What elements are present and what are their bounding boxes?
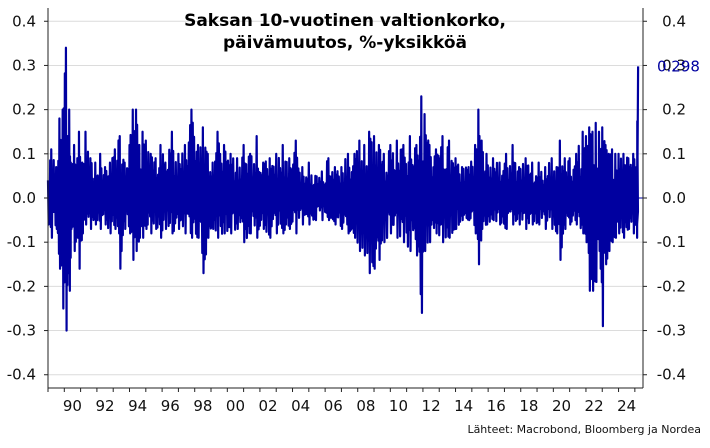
y-tick-label-right: 0.2 xyxy=(662,101,686,119)
y-tick-label-left: 0.4 xyxy=(12,12,36,30)
y-tick-label-left: -0.1 xyxy=(7,233,36,251)
y-tick-label-left: -0.2 xyxy=(7,277,36,295)
y-tick-label-right: 0.4 xyxy=(662,12,686,30)
x-tick-label: 08 xyxy=(356,397,375,415)
y-tick-label-left: -0.3 xyxy=(7,322,36,340)
x-tick-label: 18 xyxy=(519,397,538,415)
y-tick-label-left: 0.1 xyxy=(12,145,36,163)
y-tick-label-right: -0.2 xyxy=(657,277,686,295)
source-note: Lähteet: Macrobond, Bloomberg ja Nordea xyxy=(467,423,701,436)
x-tick-label: 24 xyxy=(617,397,636,415)
x-tick-label: 20 xyxy=(552,397,571,415)
x-tick-label: 22 xyxy=(585,397,604,415)
y-tick-label-right: -0.3 xyxy=(657,322,686,340)
y-tick-label-left: 0.0 xyxy=(12,189,36,207)
series-line xyxy=(46,46,640,332)
y-tick-label-right: -0.1 xyxy=(657,233,686,251)
chart-title-line-2: päivämuutos, %-yksikköä xyxy=(223,33,467,53)
x-tick-label: 14 xyxy=(454,397,473,415)
x-tick-label: 90 xyxy=(63,397,82,415)
x-tick-label: 92 xyxy=(96,397,115,415)
x-tick-label: 00 xyxy=(226,397,245,415)
chart-title-line-1: Saksan 10-vuotinen valtionkorko, xyxy=(184,11,506,31)
y-tick-label-left: 0.3 xyxy=(12,56,36,74)
y-tick-label-left: -0.4 xyxy=(7,366,36,384)
right-y-ticks: 0.4 0.3 0.2 0.1 0.0 -0.1 -0.2 -0.3 -0.4 xyxy=(643,12,686,384)
x-tick-label: 04 xyxy=(291,397,310,415)
x-tick-label: 94 xyxy=(128,397,147,415)
y-tick-label-right: 0.1 xyxy=(662,145,686,163)
left-y-ticks: 0.4 0.3 0.2 0.1 0.0 -0.1 -0.2 -0.3 -0.4 xyxy=(7,12,48,384)
x-tick-label: 02 xyxy=(259,397,278,415)
x-tick-label: 96 xyxy=(161,397,180,415)
last-value-label: 0.298 xyxy=(657,57,700,75)
x-tick-label: 12 xyxy=(422,397,441,415)
x-tick-label: 98 xyxy=(193,397,212,415)
y-tick-label-left: 0.2 xyxy=(12,101,36,119)
y-tick-label-right: 0.3 xyxy=(662,56,686,74)
y-tick-label-right: -0.4 xyxy=(657,366,686,384)
y-tick-label-right: 0.0 xyxy=(662,189,686,207)
x-tick-label: 10 xyxy=(389,397,408,415)
data-series xyxy=(46,46,643,332)
x-tick-label: 06 xyxy=(324,397,343,415)
x-ticks: 90 92 94 96 98 00 02 04 06 08 10 12 14 16 18 20 22 24 xyxy=(47,388,636,415)
x-tick-label: 16 xyxy=(487,397,506,415)
